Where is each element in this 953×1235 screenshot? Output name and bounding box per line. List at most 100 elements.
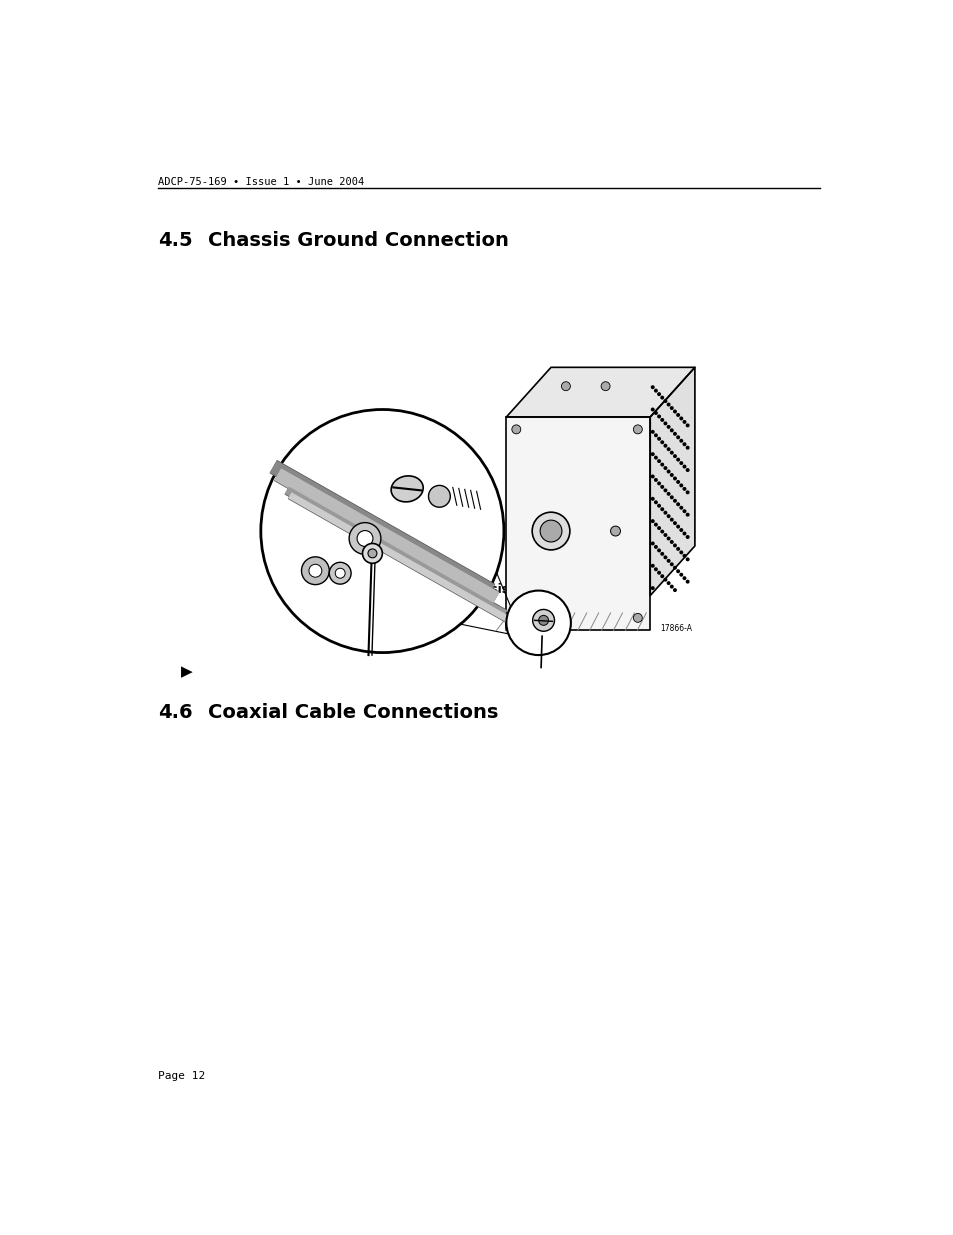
Circle shape (657, 571, 660, 574)
Circle shape (362, 543, 382, 563)
Circle shape (539, 520, 561, 542)
Circle shape (659, 417, 663, 422)
Circle shape (600, 382, 609, 390)
Circle shape (676, 480, 679, 484)
Circle shape (681, 577, 686, 580)
Circle shape (666, 403, 670, 406)
Circle shape (676, 569, 679, 573)
Circle shape (672, 477, 677, 480)
Circle shape (681, 420, 686, 424)
Text: ▶: ▶ (181, 664, 193, 679)
Polygon shape (506, 367, 694, 417)
Circle shape (657, 415, 660, 419)
Circle shape (650, 587, 654, 590)
Circle shape (662, 488, 667, 493)
Circle shape (349, 522, 380, 555)
Circle shape (329, 562, 351, 584)
Circle shape (650, 496, 654, 500)
Circle shape (650, 385, 654, 389)
Circle shape (653, 433, 658, 437)
Circle shape (679, 529, 682, 532)
Circle shape (356, 531, 373, 546)
Circle shape (657, 437, 660, 441)
Ellipse shape (391, 475, 423, 501)
Circle shape (679, 438, 682, 443)
Circle shape (681, 442, 686, 446)
Text: ADCP-75-169 • Issue 1 • June 2004: ADCP-75-169 • Issue 1 • June 2004 (158, 178, 364, 188)
Circle shape (669, 562, 673, 567)
Circle shape (679, 551, 682, 555)
Circle shape (681, 464, 686, 468)
Circle shape (681, 531, 686, 536)
Circle shape (676, 435, 679, 440)
Circle shape (676, 547, 679, 551)
Circle shape (685, 579, 689, 584)
Circle shape (650, 430, 654, 433)
Circle shape (681, 553, 686, 558)
Circle shape (561, 382, 570, 390)
Circle shape (685, 446, 689, 450)
Circle shape (672, 521, 677, 525)
Circle shape (650, 452, 654, 456)
Circle shape (653, 411, 658, 415)
Circle shape (512, 614, 520, 622)
Circle shape (650, 519, 654, 524)
Circle shape (650, 408, 654, 411)
Circle shape (669, 495, 673, 499)
Circle shape (260, 410, 503, 652)
Circle shape (659, 552, 663, 556)
Circle shape (659, 485, 663, 489)
Circle shape (672, 410, 677, 414)
Circle shape (666, 514, 670, 519)
Circle shape (679, 461, 682, 466)
Circle shape (657, 504, 660, 508)
Circle shape (672, 432, 677, 436)
Circle shape (662, 511, 667, 515)
Circle shape (309, 564, 321, 577)
Circle shape (662, 578, 667, 582)
Polygon shape (650, 367, 694, 595)
Circle shape (633, 425, 641, 433)
Circle shape (662, 421, 667, 425)
Polygon shape (506, 417, 650, 630)
Circle shape (657, 526, 660, 530)
Circle shape (669, 451, 673, 454)
Text: Figure 11.  Chassis Ground Stud: Figure 11. Chassis Ground Stud (375, 583, 601, 597)
Circle shape (666, 469, 670, 473)
Circle shape (662, 534, 667, 537)
Circle shape (676, 458, 679, 462)
Circle shape (653, 389, 658, 393)
Circle shape (672, 543, 677, 547)
Circle shape (335, 568, 345, 578)
Circle shape (685, 424, 689, 427)
Circle shape (666, 536, 670, 541)
Circle shape (653, 545, 658, 548)
Circle shape (676, 525, 679, 529)
Circle shape (681, 509, 686, 514)
Circle shape (685, 468, 689, 472)
Circle shape (666, 425, 670, 429)
Circle shape (669, 473, 673, 477)
Circle shape (679, 573, 682, 577)
Circle shape (368, 548, 376, 558)
Text: 4.6: 4.6 (158, 703, 193, 721)
Circle shape (657, 548, 660, 552)
Circle shape (653, 478, 658, 482)
Circle shape (669, 406, 673, 410)
Circle shape (659, 530, 663, 534)
Circle shape (657, 459, 660, 463)
Circle shape (538, 615, 548, 625)
Text: Coaxial Cable Connections: Coaxial Cable Connections (208, 703, 498, 721)
Circle shape (659, 463, 663, 467)
Circle shape (669, 540, 673, 543)
Circle shape (666, 558, 670, 563)
Circle shape (672, 566, 677, 569)
Circle shape (653, 567, 658, 572)
Circle shape (659, 508, 663, 511)
Circle shape (685, 490, 689, 494)
Circle shape (669, 429, 673, 432)
Circle shape (662, 466, 667, 471)
Circle shape (512, 425, 520, 433)
Text: 4.5: 4.5 (158, 231, 193, 251)
Circle shape (672, 454, 677, 458)
